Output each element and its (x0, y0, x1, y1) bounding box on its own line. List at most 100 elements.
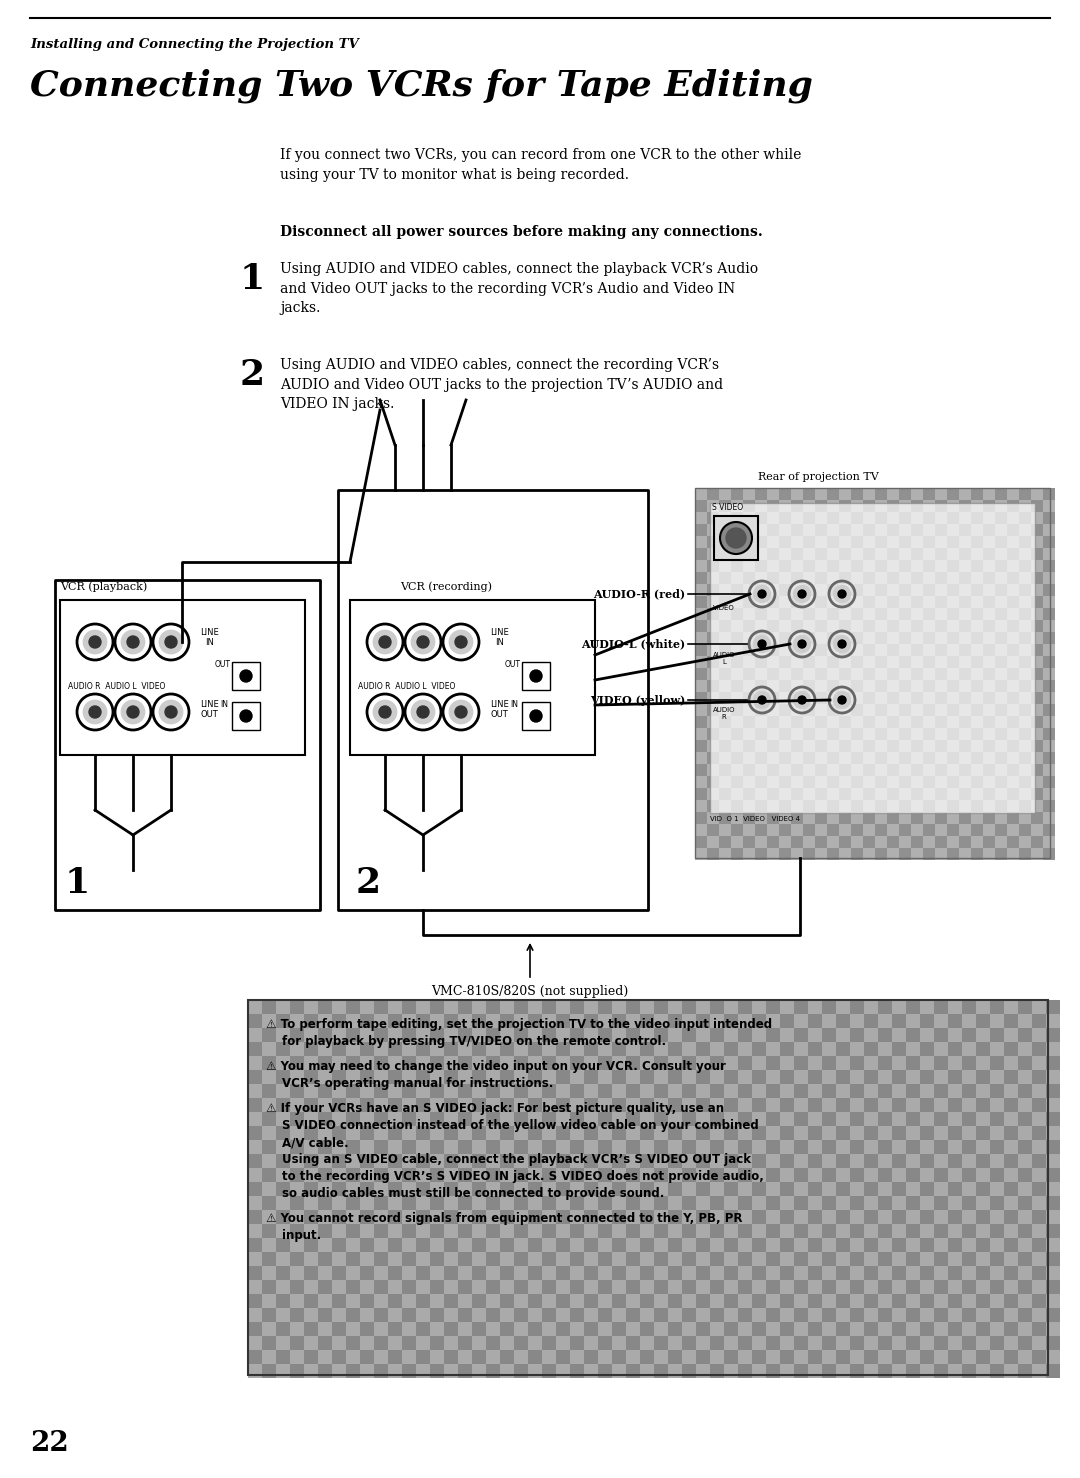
Bar (976, 1055, 990, 1070)
Bar (836, 1364, 850, 1377)
Bar (1007, 668, 1020, 680)
Bar (318, 1182, 332, 1196)
Bar (346, 1001, 360, 1014)
Bar (1004, 1042, 1018, 1055)
Bar (851, 633, 863, 644)
Bar (612, 1001, 626, 1014)
Bar (598, 1168, 612, 1182)
Bar (681, 1239, 696, 1252)
Bar (1043, 837, 1055, 848)
Bar (976, 1001, 990, 1014)
Bar (892, 1252, 906, 1267)
Bar (912, 668, 923, 680)
Bar (899, 560, 912, 572)
Bar (724, 1126, 738, 1140)
Bar (1018, 1098, 1032, 1111)
Bar (738, 1295, 752, 1308)
Bar (276, 1001, 291, 1014)
Bar (332, 1267, 346, 1280)
Bar (791, 644, 804, 656)
Bar (995, 776, 1007, 788)
Bar (707, 704, 719, 715)
Bar (1020, 729, 1031, 740)
Bar (374, 1252, 388, 1267)
Bar (976, 1126, 990, 1140)
Bar (962, 1210, 976, 1224)
Bar (794, 1055, 808, 1070)
Bar (500, 1239, 514, 1252)
Bar (318, 1321, 332, 1336)
Bar (743, 668, 755, 680)
Bar (923, 788, 935, 800)
Bar (839, 848, 851, 860)
Bar (962, 1168, 976, 1182)
Bar (827, 607, 839, 619)
Bar (827, 715, 839, 729)
Bar (388, 1111, 402, 1126)
Bar (923, 633, 935, 644)
Bar (710, 1168, 724, 1182)
Bar (374, 1280, 388, 1295)
Bar (983, 800, 995, 811)
Bar (804, 525, 815, 537)
Bar (850, 1267, 864, 1280)
Bar (276, 1308, 291, 1321)
Bar (360, 1252, 374, 1267)
Bar (669, 1239, 681, 1252)
Bar (892, 1308, 906, 1321)
Bar (724, 1336, 738, 1349)
Bar (598, 1295, 612, 1308)
Bar (584, 1126, 598, 1140)
Bar (640, 1252, 654, 1267)
Bar (839, 729, 851, 740)
Bar (827, 548, 839, 560)
Bar (779, 537, 791, 548)
Bar (486, 1014, 500, 1029)
Bar (892, 1280, 906, 1295)
Bar (923, 800, 935, 811)
Bar (990, 1070, 1004, 1083)
Bar (766, 1098, 780, 1111)
Bar (458, 1042, 472, 1055)
Bar (612, 1308, 626, 1321)
Bar (276, 1126, 291, 1140)
Bar (542, 1055, 556, 1070)
Bar (458, 1140, 472, 1154)
Bar (696, 1280, 710, 1295)
Bar (710, 1014, 724, 1029)
Bar (815, 644, 827, 656)
Bar (923, 704, 935, 715)
Bar (912, 776, 923, 788)
Bar (360, 1111, 374, 1126)
Bar (962, 1308, 976, 1321)
Bar (669, 1083, 681, 1098)
Bar (318, 1154, 332, 1168)
Text: LINE
IN: LINE IN (200, 628, 219, 647)
Bar (1047, 1029, 1059, 1042)
Bar (472, 1126, 486, 1140)
Bar (878, 1098, 892, 1111)
Bar (779, 668, 791, 680)
Bar (851, 644, 863, 656)
Bar (815, 680, 827, 692)
Bar (1043, 633, 1055, 644)
Bar (430, 1308, 444, 1321)
Bar (626, 1001, 640, 1014)
Bar (808, 1098, 822, 1111)
Bar (863, 548, 875, 560)
Bar (976, 1321, 990, 1336)
Bar (990, 1098, 1004, 1111)
Text: AUDIO R  AUDIO L  VIDEO: AUDIO R AUDIO L VIDEO (357, 681, 456, 692)
Bar (1004, 1168, 1018, 1182)
Bar (388, 1210, 402, 1224)
Bar (863, 584, 875, 596)
Bar (1032, 1070, 1047, 1083)
Bar (948, 1168, 962, 1182)
Bar (696, 1042, 710, 1055)
Bar (598, 1239, 612, 1252)
Bar (681, 1001, 696, 1014)
Bar (1007, 729, 1020, 740)
Bar (892, 1055, 906, 1070)
Bar (863, 644, 875, 656)
Bar (472, 1267, 486, 1280)
